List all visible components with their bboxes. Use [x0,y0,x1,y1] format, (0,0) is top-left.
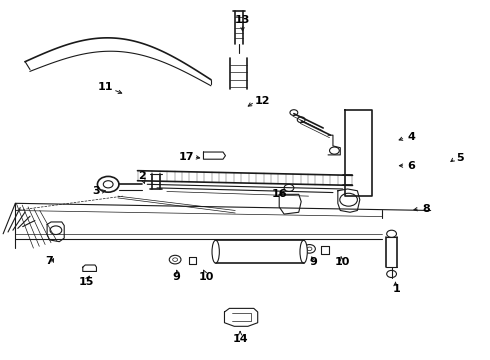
Text: 14: 14 [232,333,248,343]
Text: 9: 9 [310,257,318,267]
Text: 6: 6 [407,161,415,171]
Text: 5: 5 [456,153,464,163]
Text: 10: 10 [335,257,350,267]
Text: 4: 4 [407,132,415,142]
Text: 11: 11 [98,82,114,92]
Text: 16: 16 [271,189,287,199]
Text: 15: 15 [78,277,94,287]
Text: 2: 2 [139,171,147,181]
Text: 1: 1 [392,284,400,294]
Text: 3: 3 [92,186,100,196]
Text: 8: 8 [422,204,430,214]
Text: 12: 12 [254,96,270,106]
Text: 10: 10 [198,272,214,282]
Ellipse shape [300,240,307,263]
Text: 7: 7 [46,256,53,266]
Text: 13: 13 [235,15,250,26]
Text: 9: 9 [172,272,180,282]
Text: 17: 17 [179,152,194,162]
